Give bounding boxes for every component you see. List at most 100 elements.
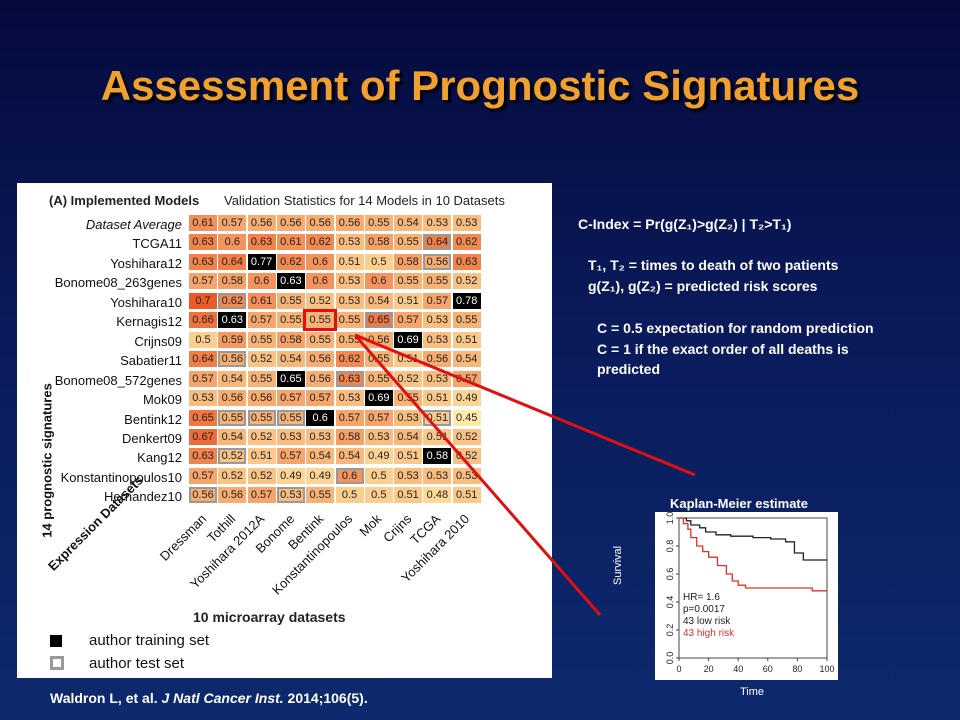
heatmap-cell: 0.64 [189,351,217,368]
heatmap-cell: 0.56 [247,390,276,407]
heatmap-cell: 0.62 [452,234,481,251]
heatmap-cell: 0.49 [276,467,305,484]
heatmap-cell: 0.55 [218,409,247,426]
heatmap-cell: 0.61 [276,234,305,251]
row-label: Bentink12 [124,411,182,427]
heatmap-cell: 0.57 [335,409,364,426]
heatmap-cell: 0.62 [218,292,247,309]
heatmap-cell: 0.55 [364,215,393,231]
cindex-random: C = 0.5 expectation for random predictio… [597,320,874,336]
heatmap-cell: 0.59 [218,331,247,348]
heatmap-cell: 0.5 [364,487,393,504]
km-ytick-label: 1.0 [665,512,675,524]
heatmap-cell: 0.62 [306,234,335,251]
heatmap-cell: 0.63 [452,253,481,270]
heatmap-cell: 0.53 [335,234,364,251]
heatmap-cell: 0.6 [247,273,276,290]
heatmap-cell: 0.58 [423,448,452,465]
heatmap-cell: 0.57 [276,390,305,407]
heatmap-cell: 0.56 [218,487,247,504]
heatmap-cell: 0.55 [276,292,305,309]
heatmap-subheading: Validation Statistics for 14 Models in 1… [224,193,505,208]
heatmap-cell: 0.55 [303,309,338,332]
heatmap-panel: (A) Implemented Models Validation Statis… [17,183,552,678]
heatmap-cell: 0.54 [276,351,305,368]
heatmap-cell: 0.63 [247,234,276,251]
heatmap-cell: 0.6 [335,467,364,484]
km-title: Kaplan-Meier estimate [670,496,808,511]
citation-author: Waldron L, et al. [50,690,162,706]
heatmap-cell: 0.7 [189,292,217,309]
km-xlabel: Time [740,686,765,698]
row-label: Yoshihara12 [110,255,182,271]
heatmap-cell: 0.65 [364,312,393,329]
row-label: Mok09 [142,392,182,408]
heatmap-cell: 0.78 [452,292,481,309]
km-ytick-label: 0.8 [665,540,675,553]
heatmap-cell: 0.56 [218,351,247,368]
row-label: Kernagis12 [116,314,182,330]
heatmap-cell: 0.52 [247,428,276,445]
slide-title: Assessment of Prognostic Signatures [100,62,860,109]
km-ytick-label: 0.6 [665,568,675,581]
heatmap-cell: 0.56 [423,351,452,368]
cindex-predicted: predicted [597,361,661,377]
heatmap-cell: 0.66 [189,312,217,329]
row-label: Sabatier11 [120,353,182,369]
km-ytick-label: 0.4 [665,596,675,609]
heatmap-cell: 0.57 [423,292,452,309]
heatmap-cell: 0.56 [335,215,364,231]
heatmap-cell: 0.54 [452,351,481,368]
km-pvalue: p=0.0017 [683,604,725,615]
heatmap-cell: 0.67 [189,428,217,445]
row-label: Konstantinopoulos10 [60,469,182,485]
km-high-risk-curve [679,517,827,592]
km-xtick-label: 0 [676,664,681,674]
citation-rest: 2014;106(5). [283,690,368,706]
km-ytick-label: 0.0 [665,652,675,665]
km-xtick-label: 40 [733,664,743,674]
heatmap-heading: (A) Implemented Models [49,193,200,208]
km-frame [678,517,828,659]
heatmap-cell: 0.56 [306,370,335,387]
heatmap-cell: 0.58 [335,428,364,445]
heatmap-cell: 0.63 [189,448,217,465]
heatmap-cell: 0.55 [394,273,423,290]
heatmap-cell: 0.52 [306,292,335,309]
heatmap-cell: 0.53 [423,215,452,231]
heatmap-cell: 0.48 [423,487,452,504]
heatmap-cell: 0.55 [452,312,481,329]
row-label: Dataset Average [85,217,182,232]
heatmap-cell: 0.56 [218,390,247,407]
heatmap-cell: 0.57 [189,370,217,387]
heatmap-cell: 0.52 [247,467,276,484]
heatmap-cell: 0.55 [335,312,364,329]
heatmap-cell: 0.55 [306,331,335,348]
heatmap-cell: 0.52 [247,351,276,368]
heatmap-cell: 0.57 [276,448,305,465]
heatmap-cell: 0.55 [364,370,393,387]
cindex-scores: g(Z₁), g(Z₂) = predicted risk scores [588,278,818,294]
legend-test-swatch [50,656,64,670]
km-xtick-label: 100 [819,664,834,674]
heatmap-cell: 0.69 [394,331,423,348]
heatmap-cell: 0.54 [394,215,423,231]
heatmap-cell: 0.55 [276,312,305,329]
heatmap-cell: 0.58 [218,273,247,290]
heatmap-cell: 0.57 [218,215,247,231]
heatmap-cell: 0.45 [452,409,481,426]
heatmap-cell: 0.6 [218,234,247,251]
km-xtick-label: 60 [763,664,773,674]
row-label: Crijns09 [134,333,182,349]
heatmap-cell: 0.53 [423,312,452,329]
citation-journal: J Natl Cancer Inst. [161,690,284,706]
heatmap-cell: 0.49 [306,467,335,484]
legend-test-label: author test set [89,655,185,672]
heatmap-cell: 0.52 [452,273,481,290]
heatmap-cell: 0.55 [247,331,276,348]
heatmap-cell: 0.52 [218,448,247,465]
heatmap-cell: 0.63 [218,312,247,329]
heatmap-cell: 0.54 [394,428,423,445]
heatmap-cell: 0.55 [276,409,305,426]
